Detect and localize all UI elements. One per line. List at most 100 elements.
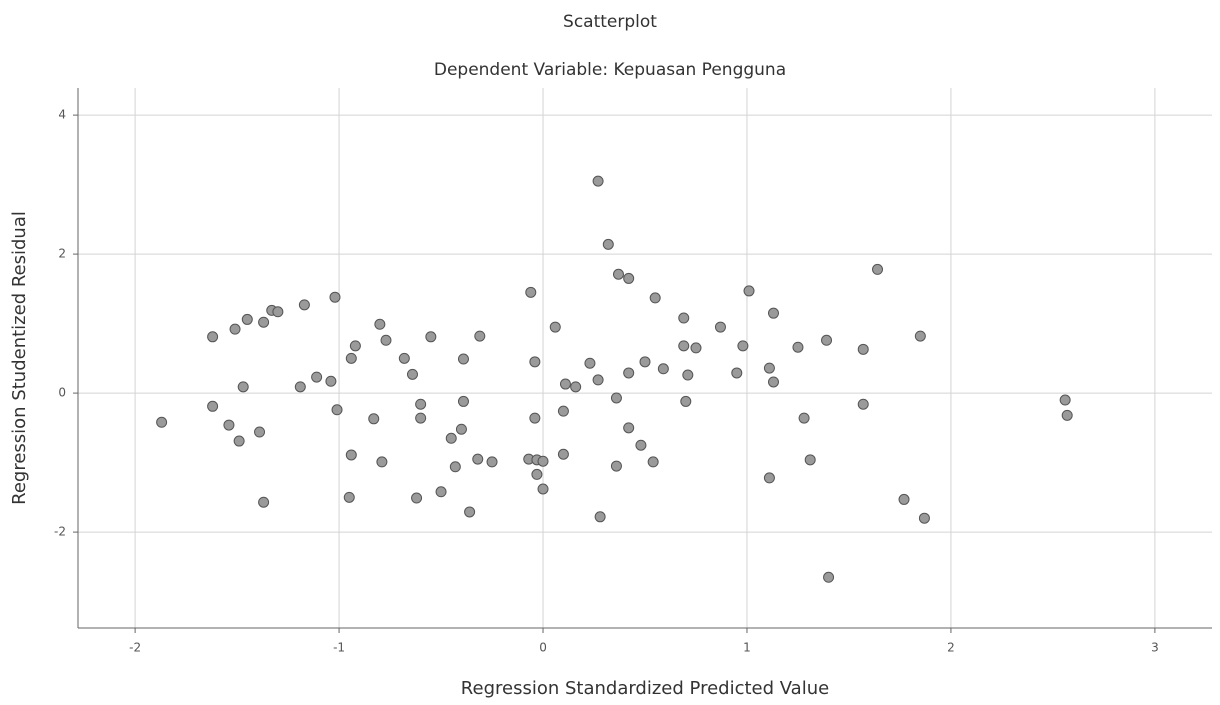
point: [805, 455, 815, 465]
x-tick-label: 2: [947, 641, 955, 655]
point: [624, 368, 634, 378]
point: [208, 401, 218, 411]
point: [768, 308, 778, 318]
point: [350, 341, 360, 351]
point: [416, 399, 426, 409]
point: [679, 313, 689, 323]
point: [624, 423, 634, 433]
x-tick-label: 3: [1151, 641, 1159, 655]
point: [691, 343, 701, 353]
point: [242, 314, 252, 324]
point: [919, 513, 929, 523]
point: [234, 436, 244, 446]
point: [157, 417, 167, 427]
chart-subtitle: Dependent Variable: Kepuasan Pengguna: [434, 60, 786, 80]
point: [603, 239, 613, 249]
point: [611, 461, 621, 471]
chart-title: Scatterplot: [563, 12, 657, 32]
point: [858, 344, 868, 354]
point: [593, 176, 603, 186]
point: [613, 269, 623, 279]
point: [571, 382, 581, 392]
point: [436, 487, 446, 497]
point: [744, 286, 754, 296]
point: [1062, 410, 1072, 420]
point: [538, 484, 548, 494]
point: [558, 406, 568, 416]
point: [346, 353, 356, 363]
point: [224, 420, 234, 430]
point: [330, 292, 340, 302]
chart: Scatterplot Dependent Variable: Kepuasan…: [0, 0, 1220, 705]
point: [648, 457, 658, 467]
point: [416, 413, 426, 423]
point: [715, 322, 725, 332]
point: [899, 494, 909, 504]
point: [473, 454, 483, 464]
point: [550, 322, 560, 332]
point: [381, 335, 391, 345]
point: [658, 364, 668, 374]
point: [558, 449, 568, 459]
point: [585, 358, 595, 368]
point: [595, 512, 605, 522]
point: [873, 264, 883, 274]
y-tick-label: -2: [54, 525, 66, 539]
point: [530, 357, 540, 367]
point: [764, 473, 774, 483]
point: [593, 375, 603, 385]
point: [650, 293, 660, 303]
point: [399, 353, 409, 363]
y-axis-label: Regression Studentized Residual: [9, 211, 30, 505]
point: [487, 457, 497, 467]
x-tick-label: -2: [129, 641, 141, 655]
point: [611, 393, 621, 403]
y-tick-label: 0: [58, 386, 66, 400]
point: [450, 462, 460, 472]
point: [295, 382, 305, 392]
point: [344, 492, 354, 502]
point: [426, 332, 436, 342]
point: [799, 413, 809, 423]
point: [446, 433, 456, 443]
point: [822, 335, 832, 345]
point: [255, 427, 265, 437]
point: [312, 372, 322, 382]
point: [526, 287, 536, 297]
point: [332, 405, 342, 415]
point: [640, 357, 650, 367]
point: [681, 396, 691, 406]
point: [326, 376, 336, 386]
x-tick-label: 1: [743, 641, 751, 655]
point: [915, 331, 925, 341]
x-tick-label: -1: [333, 641, 345, 655]
point: [456, 424, 466, 434]
point: [369, 414, 379, 424]
point: [465, 507, 475, 517]
point: [858, 399, 868, 409]
y-tick-label: 2: [58, 247, 66, 261]
point: [259, 317, 269, 327]
point: [1060, 395, 1070, 405]
point: [624, 273, 634, 283]
point: [375, 319, 385, 329]
point: [458, 354, 468, 364]
point: [412, 493, 422, 503]
point: [259, 497, 269, 507]
point: [768, 377, 778, 387]
point: [346, 450, 356, 460]
point: [208, 332, 218, 342]
x-axis-label: Regression Standardized Predicted Value: [461, 678, 829, 699]
x-tick-label: 0: [539, 641, 547, 655]
y-tick-label: 4: [58, 108, 66, 122]
point: [732, 368, 742, 378]
point: [475, 331, 485, 341]
point: [679, 341, 689, 351]
point: [538, 456, 548, 466]
point: [793, 342, 803, 352]
point: [764, 363, 774, 373]
point: [377, 457, 387, 467]
point: [273, 307, 283, 317]
point: [530, 413, 540, 423]
point: [683, 370, 693, 380]
